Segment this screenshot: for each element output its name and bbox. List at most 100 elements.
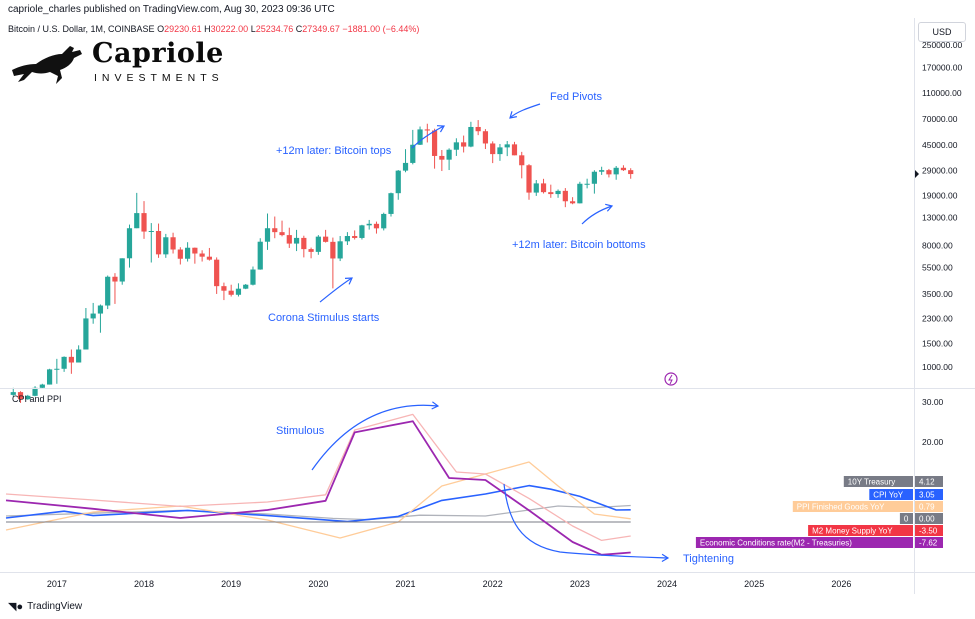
candle-body: [439, 155, 445, 160]
candle-body: [606, 170, 612, 175]
series-line: [5, 461, 631, 539]
candle-body: [250, 269, 256, 285]
arrow-head: [431, 401, 440, 410]
candle-body: [308, 249, 314, 252]
time-tick-label: 2020: [308, 579, 328, 589]
legend-name: Economic Conditions rate(M2 - Treasuries…: [700, 539, 852, 548]
legend-name-badge: [792, 501, 913, 512]
arrow-head: [509, 111, 517, 119]
legend-name-badge: [869, 489, 913, 500]
series-line: [5, 504, 631, 521]
tradingview-icon: ◥●: [8, 601, 24, 613]
indicator-title: CPI and PPI: [12, 394, 62, 404]
candle-body: [32, 387, 38, 396]
series-line: [5, 420, 631, 556]
price-tick-label: 8000.00: [922, 241, 953, 251]
candle-body: [119, 258, 125, 282]
currency-selector[interactable]: USD: [918, 22, 966, 42]
published-line: capriole_charles published on TradingVie…: [8, 4, 335, 15]
candle-body: [540, 183, 547, 193]
candle-body: [482, 131, 489, 144]
low-value: 25234.76: [255, 24, 294, 34]
high-value: 30222.00: [210, 24, 249, 34]
candle-body: [141, 213, 147, 232]
change-value: −1881.00 (−6.44%): [342, 24, 420, 34]
candle-body: [402, 162, 409, 171]
legend-value: 0.79: [919, 503, 935, 512]
candle-body: [352, 236, 358, 238]
price-tick-label: 45000.00: [922, 140, 958, 150]
candle-body: [591, 171, 597, 184]
capriole-logo: Capriole INVESTMENTS: [10, 38, 230, 88]
symbol-label: Bitcoin / U.S. Dollar, 1M, COINBASE: [8, 24, 155, 34]
time-tick-label: 2019: [221, 579, 241, 589]
annotation-label: +12m later: Bitcoin tops: [276, 145, 392, 157]
price-tick-label: 70000.00: [922, 114, 958, 124]
candle-body: [170, 237, 176, 250]
annotation-label: Corona Stimulus starts: [268, 312, 380, 324]
candle-body: [206, 256, 212, 260]
price-tick-label: 3500.00: [922, 289, 953, 299]
candle-body: [185, 247, 191, 259]
candle-body: [381, 213, 387, 229]
candle-body: [155, 230, 162, 255]
candle-body: [323, 236, 329, 242]
candle-body: [366, 223, 372, 226]
price-tick-label: 13000.00: [922, 212, 958, 222]
candle-body: [330, 241, 336, 259]
legend-name-badge: [843, 476, 913, 487]
annotation-arrow: [311, 404, 439, 471]
candle-body: [214, 259, 220, 287]
legend-value-badge: [915, 476, 943, 487]
legend-name-badge: [899, 513, 913, 524]
candle-body: [453, 142, 459, 150]
candle-body: [461, 142, 467, 147]
candle-body: [504, 144, 510, 148]
candle-body: [25, 395, 31, 400]
annotation-arrow: [503, 483, 669, 559]
candle-body: [61, 356, 67, 369]
candle-body: [315, 236, 321, 252]
legend-value-badge: [915, 513, 943, 524]
legend-value-badge: [915, 537, 943, 548]
candle-body: [264, 228, 271, 242]
last-price-marker: [914, 169, 919, 180]
annotation-arrow: [319, 277, 353, 303]
candle-body: [497, 147, 503, 155]
legend-value: 3.05: [919, 491, 935, 500]
annotation-label: Fed Pivots: [550, 91, 602, 103]
time-tick-label: 2018: [134, 579, 154, 589]
time-tick-label: 2022: [483, 579, 503, 589]
legend-value-badge: [915, 489, 943, 500]
close-label: C: [295, 24, 303, 34]
annotation-label: Stimulous: [276, 425, 325, 437]
candle-body: [90, 313, 96, 319]
price-tick-label: 2300.00: [922, 313, 953, 323]
candle-body: [410, 144, 416, 163]
time-tick-label: 2023: [570, 579, 590, 589]
legend-name: PPI Finished Goods YoY: [797, 503, 885, 512]
price-tick-label: 19000.00: [922, 190, 958, 200]
brand-subtitle: INVESTMENTS: [94, 72, 224, 84]
candle-body: [177, 249, 183, 259]
price-tick-label: 250000.00: [922, 40, 962, 50]
time-tick-label: 2025: [744, 579, 764, 589]
legend-value: 0.00: [919, 515, 935, 524]
candle-body: [613, 167, 619, 175]
horse-icon: [12, 46, 82, 84]
candle-body: [279, 232, 285, 236]
candle-body: [599, 170, 605, 172]
arrow-head: [605, 203, 614, 212]
indicator-tick-label: 30.00: [922, 397, 944, 407]
candle-body: [548, 192, 554, 195]
candle-body: [272, 228, 278, 233]
ticker-line: Bitcoin / U.S. Dollar, 1M, COINBASE O292…: [8, 24, 419, 34]
candle-body: [163, 237, 169, 255]
legend-name-badge: [808, 525, 913, 536]
candle-body: [46, 369, 53, 385]
high-label: H: [204, 24, 211, 34]
legend-value-badge: [915, 501, 943, 512]
series-line: [5, 413, 631, 542]
annotation-label: +12m later: Bitcoin bottoms: [512, 239, 646, 251]
